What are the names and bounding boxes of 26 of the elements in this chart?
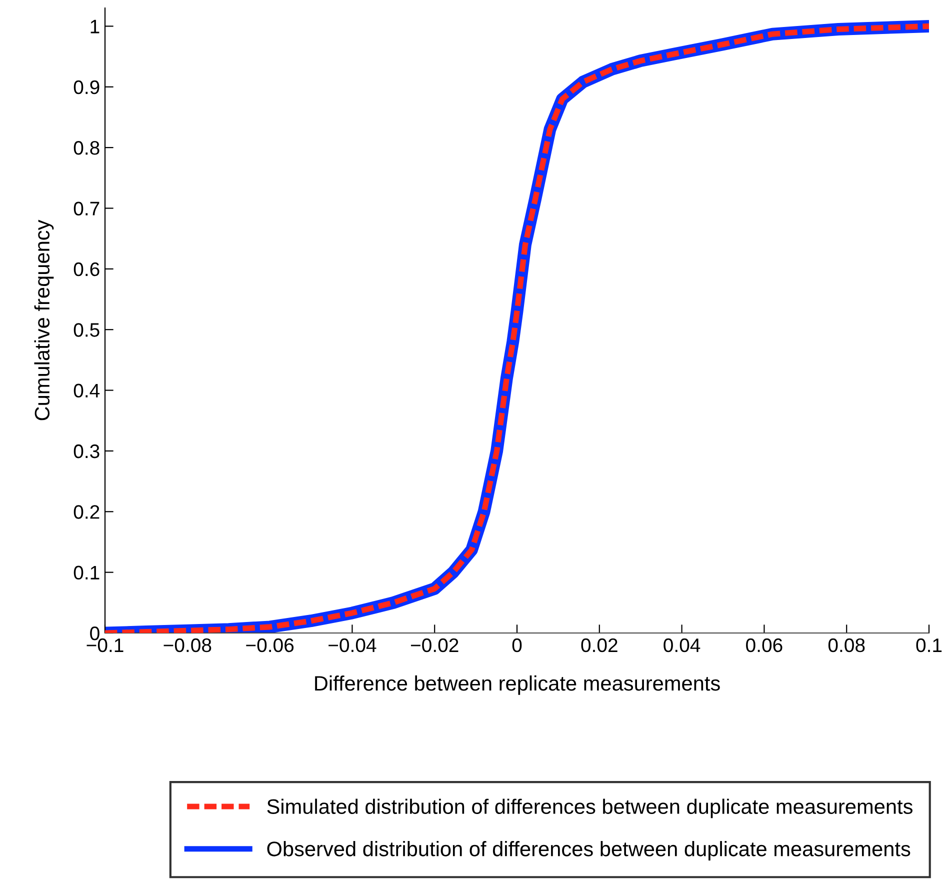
y-tick-label: 0.6 xyxy=(74,262,100,276)
x-axis-title: Difference between replicate measurements xyxy=(315,675,720,695)
y-tick-label: 0.3 xyxy=(74,444,100,458)
x-tick-label: 0.1 xyxy=(916,638,942,652)
x-tick-label: 0.04 xyxy=(664,638,700,652)
x-tick-label: −0.04 xyxy=(328,638,376,652)
y-axis-title: Cumulative frequency xyxy=(34,220,54,420)
y-tick-label: 0.4 xyxy=(74,384,100,398)
y-tick-label: 0.5 xyxy=(74,323,100,337)
y-tick-label: 1 xyxy=(90,20,100,34)
x-tick-label: 0.02 xyxy=(581,638,618,652)
x-tick-label: −0.06 xyxy=(246,638,294,652)
x-tick-label: 0 xyxy=(512,638,522,652)
x-tick-label: 0.06 xyxy=(746,638,782,652)
legend-label: Observed distribution of differences between duplicate measurements xyxy=(267,841,910,860)
y-tick-label: 0 xyxy=(90,626,100,640)
x-tick-label: −0.02 xyxy=(410,638,458,652)
legend-label: Simulated distribution of differences between duplicate measurements xyxy=(267,798,912,818)
y-tick-label: 0.1 xyxy=(74,566,100,580)
x-tick-label: −0.08 xyxy=(164,638,212,652)
y-tick-label: 0.2 xyxy=(74,505,100,519)
y-tick-label: 0.9 xyxy=(74,80,100,94)
x-tick-label: −0.1 xyxy=(86,638,124,652)
y-tick-label: 0.7 xyxy=(74,202,100,216)
y-tick-label: 0.8 xyxy=(74,141,100,155)
x-tick-label: 0.08 xyxy=(828,638,865,652)
